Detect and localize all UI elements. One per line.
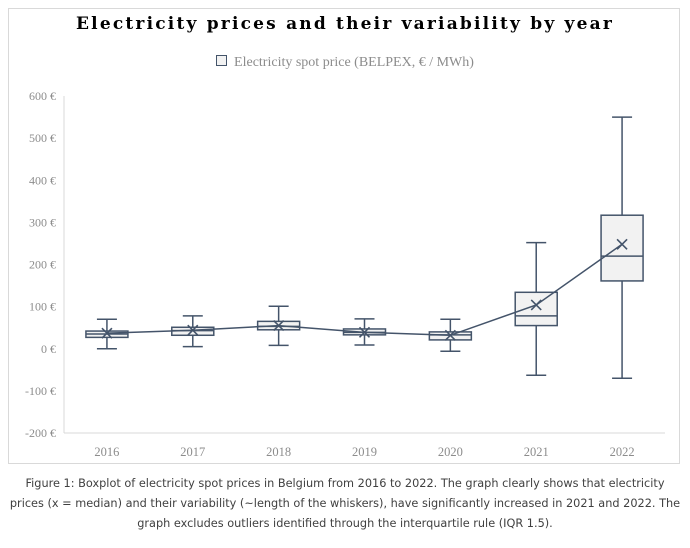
x-tick-label: 2018 (266, 445, 291, 459)
x-marker (616, 238, 628, 250)
y-tick-label: 100 € (29, 300, 56, 314)
legend-label: Electricity spot price (BELPEX, € / MWh) (234, 55, 474, 70)
y-tick-label: 200 € (29, 258, 56, 272)
x-marker (358, 326, 371, 338)
x-marker (187, 324, 199, 336)
legend-swatch-icon (216, 55, 228, 66)
x-marker (101, 327, 113, 339)
figure-caption: Figure 1: Boxplot of electricity spot pr… (9, 477, 681, 530)
x-marker (444, 329, 456, 341)
x-tick-label: 2017 (180, 445, 205, 459)
x-marker (273, 320, 285, 332)
chart-frame (8, 8, 680, 464)
legend: Electricity spot price (BELPEX, € / MWh) (0, 55, 690, 71)
y-tick-label: 400 € (29, 173, 56, 187)
y-tick-label: 500 € (29, 131, 56, 145)
y-tick-label: 0 € (41, 342, 56, 356)
chart-title: Electricity prices and their variability… (76, 14, 614, 34)
y-tick-label: -200 € (25, 426, 56, 440)
y-tick-label: 300 € (29, 215, 56, 229)
x-tick-label: 2016 (94, 445, 119, 459)
box-iqr (514, 291, 558, 327)
box-iqr (600, 214, 644, 282)
x-tick-label: 2020 (438, 445, 463, 459)
x-tick-label: 2022 (610, 445, 635, 459)
x-tick-label: 2019 (352, 445, 377, 459)
y-tick-label: 600 € (29, 89, 56, 103)
x-marker (530, 299, 542, 311)
x-tick-label: 2021 (524, 445, 549, 459)
y-tick-label: -100 € (25, 384, 56, 398)
